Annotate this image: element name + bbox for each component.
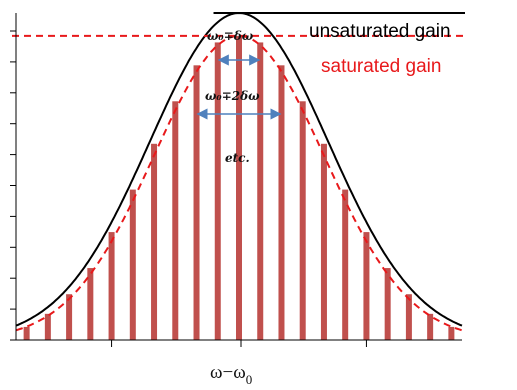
bar-14	[320, 143, 327, 340]
axes	[10, 13, 462, 347]
bar-6	[151, 143, 158, 340]
bar-9	[214, 42, 221, 341]
bar-8	[193, 65, 200, 340]
bar-20	[448, 326, 455, 340]
x-axis-label: ω−ω0	[210, 362, 252, 387]
bar-15	[342, 189, 349, 340]
curves	[12, 11, 465, 332]
bar-2	[66, 294, 73, 340]
bars	[23, 35, 455, 341]
x-axis-label-main: ω−ω	[210, 362, 246, 383]
bar-12	[278, 65, 285, 340]
x-axis-label-sub: 0	[246, 372, 253, 387]
bar-16	[363, 232, 370, 340]
bar-4	[108, 232, 115, 340]
bar-10	[236, 35, 242, 340]
bar-5	[129, 189, 136, 340]
annotation-delta-2: ω₀∓2δω	[205, 89, 260, 103]
bracket-arrows	[196, 54, 282, 120]
bar-13	[299, 101, 306, 340]
legend-unsaturated-gain: unsaturated gain	[309, 21, 451, 42]
annotation-etc: etc.	[225, 151, 250, 165]
bar-7	[172, 101, 179, 340]
bar-17	[384, 268, 391, 340]
bar-18	[405, 294, 412, 340]
bar-1	[44, 313, 51, 340]
annotation-delta-1: ω₀∓δω	[207, 29, 254, 43]
bar-0	[23, 326, 30, 340]
bar-19	[427, 313, 434, 340]
bar-11	[257, 42, 264, 341]
legend-saturated-gain: saturated gain	[321, 56, 441, 77]
bar-3	[87, 268, 94, 340]
